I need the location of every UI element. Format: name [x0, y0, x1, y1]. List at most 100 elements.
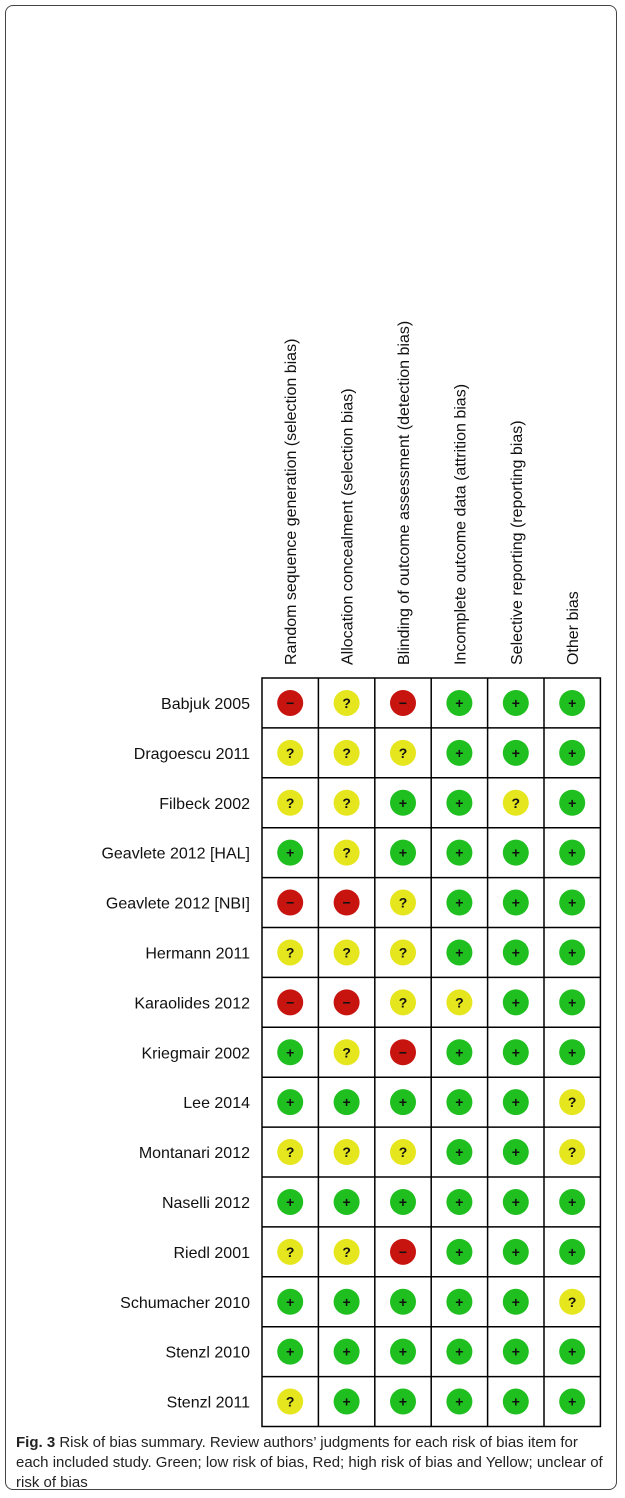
judgment-dot — [446, 839, 473, 866]
judgment-symbol: + — [568, 795, 576, 811]
judgment-dot — [502, 1039, 529, 1066]
judgment-dot — [277, 1338, 304, 1365]
judgment-dot — [502, 1288, 529, 1315]
judgment-dot — [446, 1338, 473, 1365]
study-label: Lee 2014 — [183, 1095, 250, 1112]
judgment-symbol: + — [568, 1194, 576, 1210]
judgment-symbol: ? — [342, 1244, 351, 1260]
judgment-symbol: − — [286, 695, 294, 711]
judgment-symbol: + — [512, 845, 520, 861]
judgment-symbol: + — [399, 1194, 407, 1210]
judgment-dot — [333, 789, 360, 816]
judgment-dot — [390, 689, 416, 716]
judgment-dot — [333, 1388, 360, 1415]
judgment-dot — [446, 1039, 473, 1066]
judgment-dot — [390, 839, 416, 866]
judgment-dot — [559, 939, 586, 966]
judgment-dot — [502, 789, 529, 816]
study-label: Riedl 2001 — [174, 1245, 251, 1262]
judgment-dot — [502, 1238, 529, 1265]
caption-label: Fig. 3 — [16, 1434, 56, 1451]
judgment-dot — [559, 1089, 586, 1116]
judgment-symbol: + — [343, 1294, 351, 1310]
study-label: Karaolides 2012 — [134, 995, 250, 1012]
judgment-symbol: ? — [342, 944, 351, 960]
study-label: Schumacher 2010 — [120, 1295, 250, 1312]
judgment-symbol: ? — [568, 1094, 577, 1110]
judgment-symbol: + — [512, 1044, 520, 1060]
judgment-dot — [277, 989, 304, 1016]
judgment-dot — [277, 739, 304, 766]
judgment-dot — [333, 889, 360, 916]
study-label: Babjuk 2005 — [161, 696, 250, 713]
judgment-symbol: + — [286, 1044, 294, 1060]
judgment-symbol: + — [512, 994, 520, 1010]
judgment-symbol: − — [399, 1244, 407, 1260]
judgment-dot — [390, 889, 416, 916]
judgment-dot — [502, 1338, 529, 1365]
judgment-dot — [446, 1139, 473, 1166]
judgment-dot — [559, 1188, 586, 1215]
judgment-dot — [277, 1188, 304, 1215]
judgment-symbol: + — [455, 1044, 463, 1060]
judgment-dot — [277, 1388, 304, 1415]
judgment-symbol: − — [286, 994, 294, 1010]
judgment-dot — [559, 839, 586, 866]
judgment-dot — [446, 1238, 473, 1265]
judgment-symbol: + — [455, 944, 463, 960]
column-header: Other bias — [565, 591, 582, 665]
judgment-dot — [559, 689, 586, 716]
judgment-dot — [446, 889, 473, 916]
judgment-dot — [559, 1338, 586, 1365]
judgment-dot — [559, 1039, 586, 1066]
judgment-dot — [333, 989, 360, 1016]
study-label: Naselli 2012 — [162, 1195, 250, 1212]
judgment-dot — [277, 1039, 304, 1066]
judgment-dot — [390, 939, 416, 966]
judgment-dot — [446, 789, 473, 816]
judgment-symbol: + — [455, 695, 463, 711]
judgment-symbol: + — [568, 1394, 576, 1410]
study-label: Stenzl 2010 — [165, 1345, 250, 1362]
judgment-dot — [502, 1388, 529, 1415]
judgment-symbol: + — [455, 795, 463, 811]
judgment-symbol: − — [286, 895, 294, 911]
judgment-dot — [446, 939, 473, 966]
judgment-dot — [333, 939, 360, 966]
judgment-symbol: ? — [286, 745, 295, 761]
judgment-dot — [390, 989, 416, 1016]
study-label: Kriegmair 2002 — [142, 1045, 251, 1062]
study-label: Dragoescu 2011 — [134, 746, 250, 763]
judgment-dot — [277, 789, 304, 816]
judgment-dot — [277, 1089, 304, 1116]
judgment-symbol: − — [399, 695, 407, 711]
judgment-symbol: ? — [455, 994, 464, 1010]
judgment-symbol: + — [399, 1394, 407, 1410]
judgment-symbol: + — [286, 1194, 294, 1210]
judgment-symbol: + — [512, 1144, 520, 1160]
judgment-dot — [333, 1338, 360, 1365]
judgment-symbol: + — [343, 1094, 351, 1110]
judgment-dot — [390, 1039, 416, 1066]
judgment-symbol: ? — [399, 994, 408, 1010]
judgment-symbol: + — [455, 845, 463, 861]
judgment-dot — [559, 1388, 586, 1415]
judgment-dot — [446, 1388, 473, 1415]
judgment-dot — [502, 739, 529, 766]
judgment-symbol: + — [512, 1094, 520, 1110]
caption: Fig. 3 Risk of bias summary. Review auth… — [16, 1433, 612, 1493]
judgment-dot — [502, 1139, 529, 1166]
judgment-dot — [559, 789, 586, 816]
judgment-dot — [333, 1238, 360, 1265]
study-label: Geavlete 2012 [HAL] — [101, 846, 250, 863]
study-label: Stenzl 2011 — [167, 1395, 250, 1412]
column-header: Selective reporting (reporting bias) — [509, 420, 526, 665]
judgment-dot — [390, 1238, 416, 1265]
judgment-dot — [502, 889, 529, 916]
judgment-symbol: + — [399, 795, 407, 811]
judgment-dot — [502, 1188, 529, 1215]
judgment-dot — [446, 989, 473, 1016]
judgment-dot — [559, 739, 586, 766]
judgment-dot — [333, 1288, 360, 1315]
